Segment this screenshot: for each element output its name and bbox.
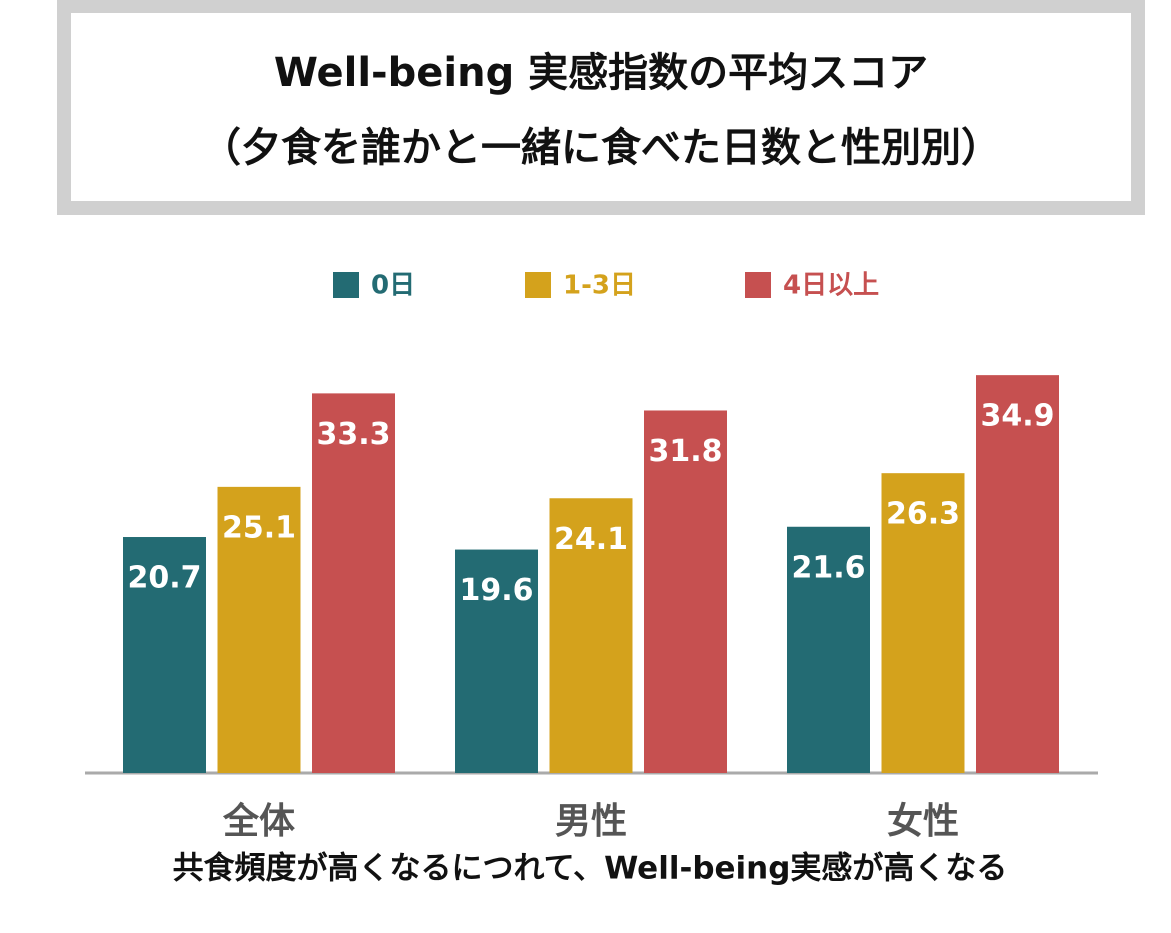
chart-subtitle: （夕食を誰かと一緒に食べた日数と性別別） (201, 125, 1001, 171)
value-label: 34.9 (980, 399, 1054, 434)
value-label: 25.1 (222, 510, 296, 545)
bar (455, 549, 538, 773)
legend-swatch (333, 272, 359, 298)
chart-title: Well-being 実感指数の平均スコア (274, 50, 928, 96)
legend-swatch (745, 272, 771, 298)
bar (976, 375, 1059, 773)
value-label: 19.6 (459, 573, 533, 608)
legend-label: 4日以上 (783, 271, 879, 301)
value-label: 21.6 (791, 550, 865, 585)
x-tick-label: 女性 (887, 801, 959, 842)
value-label: 26.3 (886, 497, 960, 532)
value-label: 33.3 (316, 417, 390, 452)
value-label: 24.1 (554, 522, 628, 557)
bar (644, 410, 727, 773)
bar (217, 486, 301, 773)
value-label: 31.8 (648, 434, 722, 469)
value-label: 20.7 (127, 561, 201, 596)
title-box (57, 0, 1145, 215)
annotation: 共食頻度が高くなるにつれて、Well-being実感が高くなる (173, 851, 1008, 887)
legend-swatch (525, 272, 551, 298)
x-tick-label: 男性 (555, 801, 627, 842)
x-tick-label: 全体 (222, 800, 295, 842)
bar (881, 473, 965, 773)
bar (787, 526, 870, 773)
bar (312, 393, 395, 773)
legend-label: 1-3日 (563, 271, 636, 301)
legend-label: 0日 (371, 271, 415, 301)
bar (123, 537, 206, 773)
bar (549, 498, 633, 773)
